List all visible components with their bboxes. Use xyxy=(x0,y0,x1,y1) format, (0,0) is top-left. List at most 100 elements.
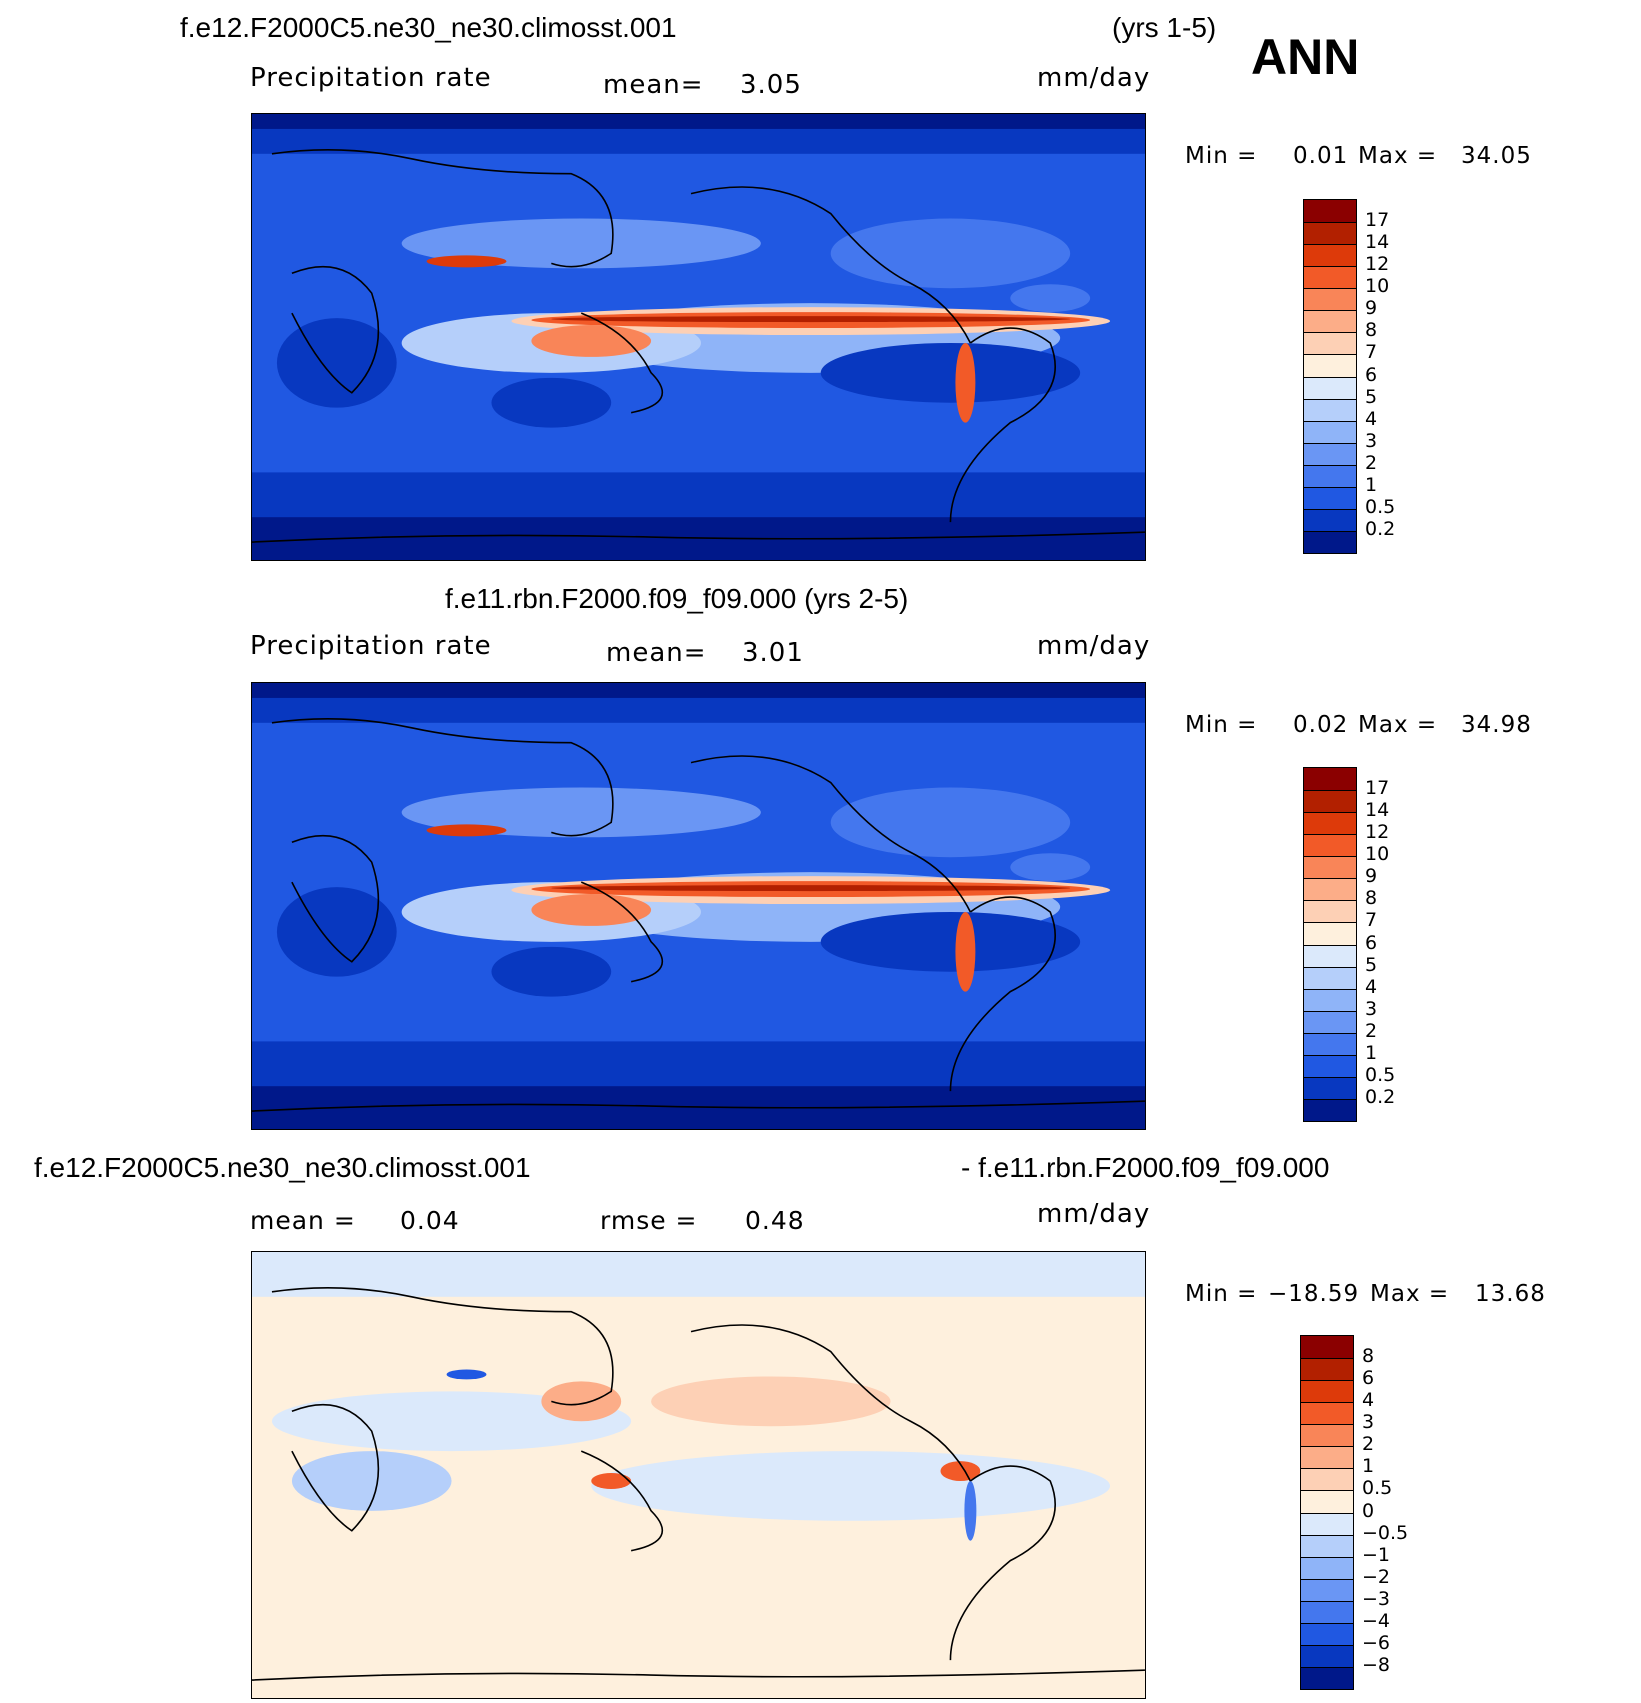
p3-colorbar-swatch xyxy=(1301,1490,1353,1513)
p2-colorbar-swatch xyxy=(1304,900,1356,923)
p2-title: f.e11.rbn.F2000.f09_f09.000 (yrs 2-5) xyxy=(445,583,909,614)
p3-colorbar-swatch xyxy=(1301,1424,1353,1447)
p2-colorbar-tick-label: 2 xyxy=(1365,1019,1378,1042)
p3-min-value: −18.59 xyxy=(1268,1281,1360,1307)
p3-colorbar-swatch xyxy=(1301,1622,1353,1645)
p1-colorbar-tick-label: 2 xyxy=(1365,451,1378,474)
p3-colorbar-swatch xyxy=(1301,1534,1353,1557)
p2-colorbar-swatch xyxy=(1304,878,1356,901)
p3-colorbar-tick-label: −4 xyxy=(1362,1609,1391,1632)
p2-colorbar-tick-label: 0.5 xyxy=(1365,1063,1396,1086)
p1-colorbar-tick-label: 1 xyxy=(1365,473,1378,496)
p2-colorbar-swatch xyxy=(1304,812,1356,835)
p2-min-value: 0.02 xyxy=(1293,712,1349,738)
p3-colorbar-swatch xyxy=(1301,1468,1353,1491)
p3-mean-label: mean = xyxy=(250,1206,356,1235)
p2-colorbar-tick-label: 3 xyxy=(1365,997,1378,1020)
p1-colorbar-tick-label: 12 xyxy=(1365,253,1390,276)
p3-colorbar-swatch xyxy=(1301,1578,1353,1601)
p2-field-label: Precipitation rate xyxy=(250,631,492,661)
p1-colorbar-swatch xyxy=(1304,464,1356,487)
p2-colorbar xyxy=(1303,767,1357,1122)
p2-colorbar-swatch xyxy=(1304,1054,1356,1077)
p1-colorbar-tick-label: 14 xyxy=(1365,231,1390,254)
p3-mean-value: 0.04 xyxy=(400,1206,460,1235)
p1-colorbar-swatch xyxy=(1304,486,1356,509)
p1-colorbar-tick-label: 9 xyxy=(1365,297,1378,320)
p3-max-value: 13.68 xyxy=(1475,1281,1546,1307)
p3-colorbar-tick-label: 3 xyxy=(1362,1411,1375,1434)
p1-colorbar-swatch xyxy=(1304,508,1356,531)
p1-units: mm/day xyxy=(1037,63,1151,93)
p2-colorbar-swatch xyxy=(1304,856,1356,879)
p1-colorbar-swatch xyxy=(1304,420,1356,443)
years-label: (yrs 1-5) xyxy=(1112,12,1217,43)
p2-colorbar-tick-label: 4 xyxy=(1365,975,1378,998)
p1-colorbar-swatch xyxy=(1304,398,1356,421)
p2-colorbar-swatch xyxy=(1304,1098,1356,1121)
p1-colorbar-tick-label: 0.5 xyxy=(1365,495,1396,518)
p1-min-value: 0.01 xyxy=(1293,143,1349,169)
p3-colorbar xyxy=(1300,1335,1354,1690)
p1-colorbar-tick-label: 17 xyxy=(1365,209,1390,232)
p2-colorbar-tick-label: 5 xyxy=(1365,953,1378,976)
p1-colorbar-swatch xyxy=(1304,332,1356,355)
p2-colorbar-swatch xyxy=(1304,768,1356,791)
p3-colorbar-tick-label: −3 xyxy=(1362,1587,1391,1610)
p3-difference-map xyxy=(251,1251,1146,1699)
p1-colorbar-swatch xyxy=(1304,442,1356,465)
p1-min-label: Min = xyxy=(1185,143,1258,169)
p2-colorbar-tick-label: 12 xyxy=(1365,821,1390,844)
season-label: ANN xyxy=(1251,29,1360,85)
p2-colorbar-swatch xyxy=(1304,944,1356,967)
p2-colorbar-swatch xyxy=(1304,790,1356,813)
p3-colorbar-tick-label: 8 xyxy=(1362,1345,1375,1368)
p1-colorbar-tick-label: 5 xyxy=(1365,385,1378,408)
p1-colorbar-tick-label: 8 xyxy=(1365,319,1378,342)
p3-colorbar-tick-label: 1 xyxy=(1362,1455,1375,1478)
p1-colorbar-tick-label: 0.2 xyxy=(1365,517,1396,540)
p2-colorbar-swatch xyxy=(1304,966,1356,989)
p2-colorbar-tick-label: 17 xyxy=(1365,777,1390,800)
p3-colorbar-swatch xyxy=(1301,1358,1353,1381)
p3-colorbar-tick-label: −0.5 xyxy=(1362,1521,1409,1544)
p2-colorbar-tick-label: 6 xyxy=(1365,931,1378,954)
p3-colorbar-swatch xyxy=(1301,1402,1353,1425)
p3-colorbar-tick-label: −8 xyxy=(1362,1653,1391,1676)
p3-colorbar-tick-label: −6 xyxy=(1362,1631,1391,1654)
p3-title-left: f.e12.F2000C5.ne30_ne30.climosst.001 xyxy=(34,1152,531,1183)
p2-colorbar-tick-label: 10 xyxy=(1365,843,1390,866)
p1-colorbar xyxy=(1303,199,1357,554)
p2-min-label: Min = xyxy=(1185,712,1258,738)
p3-min-label: Min = xyxy=(1185,1281,1258,1307)
p2-colorbar-swatch xyxy=(1304,1076,1356,1099)
p3-colorbar-swatch xyxy=(1301,1644,1353,1667)
p1-colorbar-swatch xyxy=(1304,530,1356,553)
p1-colorbar-tick-label: 3 xyxy=(1365,429,1378,452)
p3-colorbar-swatch xyxy=(1301,1336,1353,1359)
p2-colorbar-tick-label: 9 xyxy=(1365,865,1378,888)
p3-colorbar-swatch xyxy=(1301,1446,1353,1469)
p2-max-value: 34.98 xyxy=(1461,712,1532,738)
p2-colorbar-tick-label: 7 xyxy=(1365,909,1378,932)
p1-precip-map xyxy=(251,113,1146,561)
p1-max-label: Max = xyxy=(1358,143,1438,169)
p2-colorbar-tick-label: 8 xyxy=(1365,887,1378,910)
p1-colorbar-tick-label: 6 xyxy=(1365,363,1378,386)
p3-map-svg xyxy=(252,1252,1145,1698)
p1-mean-label: mean= xyxy=(603,70,704,100)
p3-colorbar-swatch xyxy=(1301,1512,1353,1535)
p1-mean-value: 3.05 xyxy=(740,70,802,100)
p3-title-right: - f.e11.rbn.F2000.f09_f09.000 xyxy=(961,1152,1330,1183)
p3-colorbar-tick-label: 0 xyxy=(1362,1499,1375,1522)
p3-colorbar-swatch xyxy=(1301,1600,1353,1623)
p2-colorbar-tick-label: 0.2 xyxy=(1365,1085,1396,1108)
p2-units: mm/day xyxy=(1037,631,1151,661)
p3-units: mm/day xyxy=(1037,1199,1151,1229)
p2-precip-map xyxy=(251,682,1146,1130)
p2-colorbar-tick-label: 14 xyxy=(1365,799,1390,822)
p3-rmse-label: rmse = xyxy=(600,1206,698,1235)
p3-colorbar-tick-label: 4 xyxy=(1362,1389,1375,1412)
p2-max-label: Max = xyxy=(1358,712,1438,738)
p2-map-svg xyxy=(252,683,1145,1129)
